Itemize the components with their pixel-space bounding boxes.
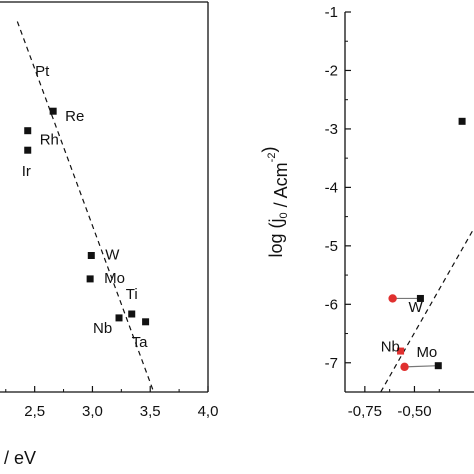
x-tick-label: -0,75 [348, 403, 382, 420]
point-rh [24, 127, 32, 135]
y-axis-title-subscript: 0 [278, 212, 290, 218]
point-label-re: Re [65, 108, 84, 125]
point-label-nb: Nb [381, 338, 400, 355]
point-ta [142, 318, 150, 326]
black-square-point [416, 294, 424, 302]
x-tick-label: 3,0 [82, 403, 103, 420]
y-tick-label: -1 [325, 4, 338, 21]
point-label-ta: Ta [132, 334, 149, 351]
point-label-ti: Ti [126, 286, 138, 303]
point-re [49, 107, 57, 115]
y-tick-label: -4 [325, 179, 338, 196]
x-tick-label: 4,0 [198, 403, 219, 420]
y-tick-label: -5 [325, 238, 338, 255]
y-axis-title-part: log (j [266, 218, 286, 257]
y-tick-label: -2 [325, 62, 338, 79]
point-label-pt: Pt [35, 63, 50, 80]
red-square-point [397, 347, 405, 355]
x-axis-title: / eV [4, 448, 36, 468]
point-ti [128, 310, 136, 318]
red-circle-point [400, 362, 409, 372]
point-label-w: W [105, 247, 120, 264]
x-tick-label: 3,5 [140, 403, 161, 420]
point-label-mo: Mo [416, 344, 437, 361]
x-tick-label: -0,50 [397, 403, 431, 420]
point-label-mo: Mo [104, 270, 125, 287]
point-mo [86, 275, 94, 283]
black-square-point [434, 362, 442, 370]
red-circle-point [388, 294, 397, 303]
point-ir [24, 146, 32, 154]
point-w [87, 252, 95, 259]
trend-line [380, 228, 474, 393]
y-axis-title-part: / Acm [271, 162, 291, 212]
y-axis-title: log (j0 / Acm-2) [259, 147, 291, 258]
connector-line [404, 365, 439, 368]
point-label-nb: Nb [93, 320, 112, 337]
point-label-ir: Ir [22, 163, 31, 180]
y-axis-title-superscript: -2 [266, 153, 278, 163]
point-nb [115, 314, 123, 322]
point-label-rh: Rh [40, 132, 59, 149]
black-square-point [458, 117, 466, 125]
y-axis-title-part: ) [259, 147, 279, 153]
y-tick-label: -7 [325, 355, 338, 372]
point-label-w: W [409, 299, 424, 316]
y-tick-label: -3 [325, 121, 338, 138]
x-tick-label: 2,5 [24, 403, 45, 420]
trend-line [16, 21, 155, 393]
y-tick-label: -6 [325, 296, 338, 313]
